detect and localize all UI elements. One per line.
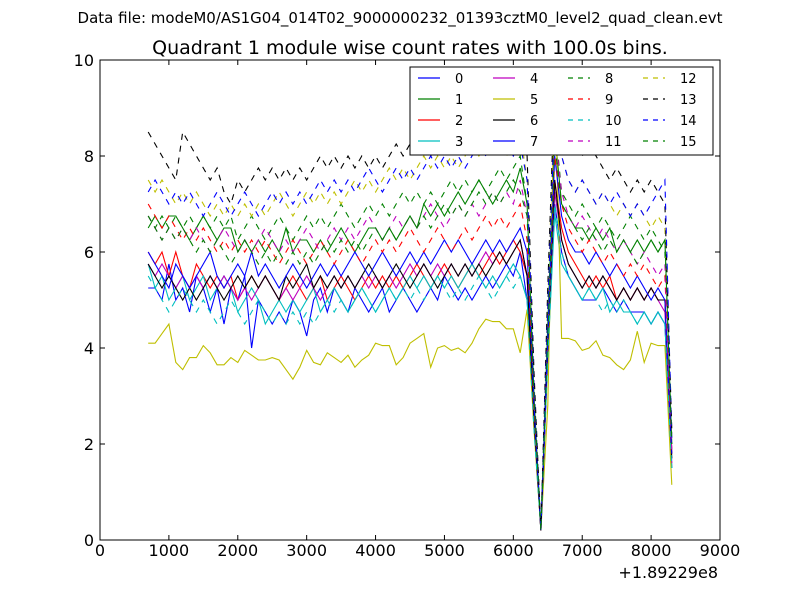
- legend-frame: [409, 66, 714, 156]
- legend-label-5: 5: [530, 93, 538, 108]
- series-line-7: [147, 155, 673, 531]
- legend-label-3: 3: [455, 135, 463, 150]
- x-tick-label: 6000: [493, 541, 534, 560]
- legend-label-4: 4: [530, 72, 538, 87]
- chart-suptitle: Data file: modeM0/AS1G04_014T02_90000002…: [78, 9, 723, 28]
- legend-label-15: 15: [680, 135, 697, 150]
- series-line-1: [147, 131, 673, 531]
- legend-label-11: 11: [605, 135, 622, 150]
- series-line-6: [147, 179, 673, 531]
- y-tick-label: 6: [84, 243, 94, 262]
- y-tick-label: 2: [84, 435, 94, 454]
- y-tick-label: 8: [84, 147, 94, 166]
- series-line-3: [147, 213, 673, 526]
- x-tick-label: 1000: [149, 541, 190, 560]
- y-tick-label: 4: [84, 339, 94, 358]
- series-line-5: [148, 76, 673, 531]
- x-offset-label: +1.89229e8: [618, 563, 718, 582]
- x-tick-label: 0: [95, 541, 105, 560]
- legend-label-7: 7: [530, 135, 538, 150]
- legend-label-8: 8: [605, 72, 613, 87]
- series-line-12: [147, 95, 673, 531]
- plot-frame: [99, 59, 721, 541]
- x-tick-label: 5000: [424, 541, 465, 560]
- legend-label-2: 2: [455, 114, 463, 129]
- x-tick-label: 2000: [217, 541, 258, 560]
- series-layer: [147, 76, 673, 531]
- chart-title: Quadrant 1 module wise count rates with …: [152, 37, 668, 59]
- x-tick-label: 7000: [562, 541, 603, 560]
- x-tick-label: 8000: [631, 541, 672, 560]
- legend-label-9: 9: [605, 93, 613, 108]
- legend-label-1: 1: [455, 93, 463, 108]
- y-tick-label: 10: [74, 51, 94, 70]
- series-line-8: [147, 119, 673, 531]
- legend-label-10: 10: [605, 114, 622, 129]
- x-tick-label: 4000: [355, 541, 396, 560]
- x-tick-label: 3000: [286, 541, 327, 560]
- x-tick-label: 9000: [700, 541, 741, 560]
- series-line-11: [147, 131, 673, 531]
- series-line-14: [147, 107, 673, 531]
- legend-label-12: 12: [680, 72, 697, 87]
- axis-ticks: 0 1000 2000 3000 4000 5000 6000 7000 8000 9000 0 2 4…: [74, 51, 741, 560]
- legend-label-13: 13: [680, 93, 697, 108]
- legend-label-6: 6: [530, 114, 538, 129]
- legend-label-14: 14: [680, 114, 697, 129]
- series-line-15: [147, 143, 673, 531]
- legend-label-0: 0: [455, 72, 463, 87]
- y-tick-label: 0: [84, 531, 94, 550]
